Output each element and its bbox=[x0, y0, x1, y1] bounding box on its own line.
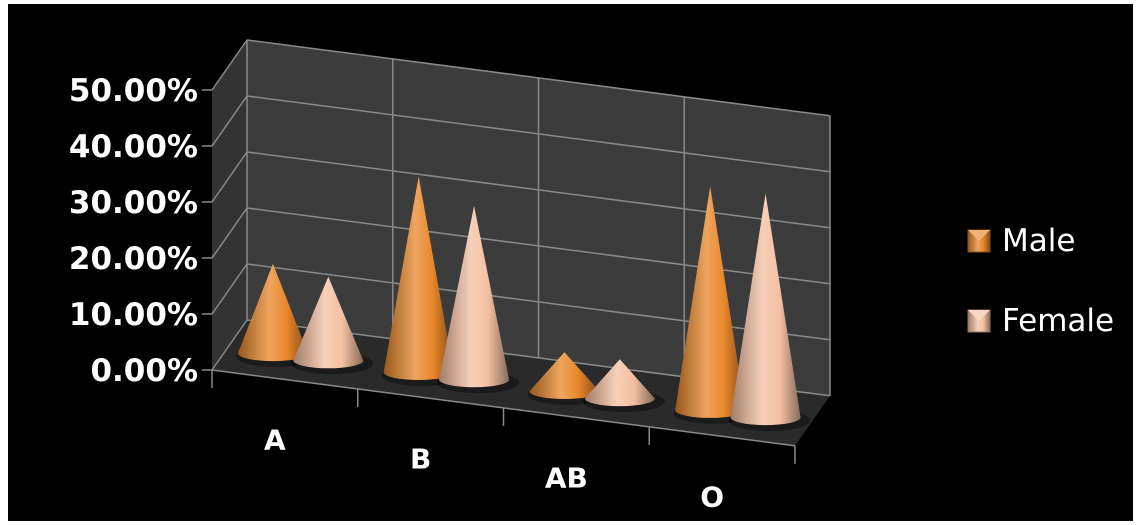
cone-female-a-body bbox=[293, 276, 364, 369]
legend-item-female: Female bbox=[967, 303, 1114, 339]
category-label-o: O bbox=[700, 480, 724, 513]
cone-female-b bbox=[437, 205, 520, 394]
cone-male-a-body bbox=[237, 263, 308, 362]
side-wall bbox=[212, 40, 247, 370]
gridline-side bbox=[211, 151, 248, 203]
floor bbox=[212, 320, 830, 446]
cone-female-ab bbox=[582, 359, 665, 413]
y-tick-label: 40.00% bbox=[69, 129, 198, 165]
category-label-ab: AB bbox=[545, 461, 588, 494]
category-label-a: A bbox=[264, 423, 286, 456]
y-tick-label: 20.00% bbox=[69, 241, 198, 277]
cone-female-b-body bbox=[439, 205, 510, 388]
cone-series bbox=[235, 176, 811, 432]
gridline-side bbox=[211, 95, 248, 147]
y-axis-ticks: 0.00% 10.00% 20.00% 30.00% 40.00% 50.00% bbox=[69, 73, 212, 389]
cone-male-ab-body bbox=[529, 352, 600, 399]
cone-female-o-body bbox=[730, 193, 801, 426]
cone-male-o-body bbox=[675, 186, 746, 418]
gridline-side bbox=[211, 207, 248, 259]
legend-label-male: Male bbox=[1002, 223, 1075, 259]
legend-swatch-highlight bbox=[968, 310, 990, 321]
gridline-side bbox=[211, 39, 248, 91]
cone-female-a bbox=[291, 276, 374, 375]
cone-male-b-body bbox=[383, 176, 454, 381]
y-tick-label: 30.00% bbox=[69, 185, 198, 221]
legend-swatch-highlight bbox=[968, 230, 990, 241]
legend: Male Female bbox=[967, 223, 1114, 339]
cone-female-ab-body bbox=[584, 359, 655, 407]
category-label-b: B bbox=[410, 442, 431, 475]
gridline-side bbox=[211, 263, 248, 315]
y-tick-label: 10.00% bbox=[69, 297, 198, 333]
gridline-side bbox=[211, 319, 248, 371]
y-tick-label: 50.00% bbox=[69, 73, 198, 109]
cone-female-o bbox=[728, 193, 811, 432]
legend-item-male: Male bbox=[967, 223, 1075, 259]
legend-label-female: Female bbox=[1002, 303, 1114, 339]
gridlines bbox=[211, 39, 831, 464]
y-tick-label: 0.00% bbox=[90, 353, 198, 389]
